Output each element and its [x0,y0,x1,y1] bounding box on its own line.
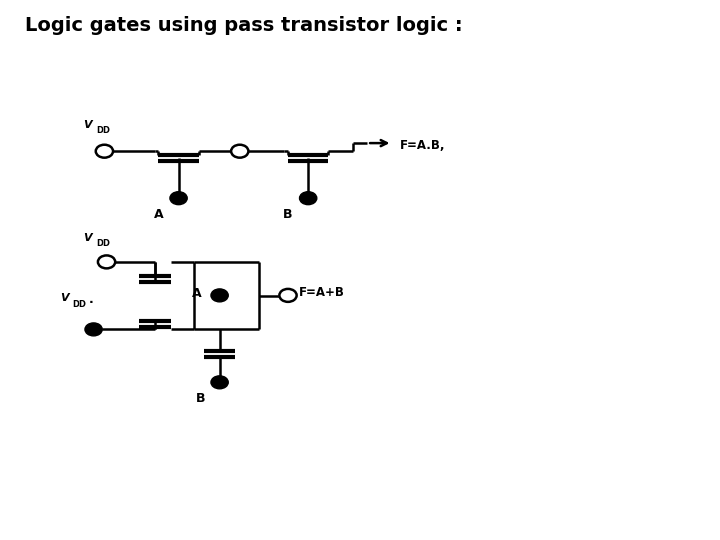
Circle shape [211,289,228,302]
Text: V: V [83,233,91,243]
Text: F=A.B,: F=A.B, [400,139,445,152]
Circle shape [170,192,187,205]
Text: B: B [283,208,293,221]
Circle shape [300,192,317,205]
Circle shape [231,145,248,158]
Text: B: B [195,392,205,404]
Circle shape [98,255,115,268]
Text: DD: DD [73,300,86,309]
Circle shape [85,323,102,336]
Circle shape [211,376,228,389]
Text: Logic gates using pass transistor logic :: Logic gates using pass transistor logic … [25,16,463,35]
Text: V: V [60,293,68,303]
Text: A: A [192,287,202,300]
Circle shape [96,145,113,158]
Text: F=A+B: F=A+B [299,286,345,299]
Text: DD: DD [96,239,109,248]
Text: .: . [89,293,94,306]
Text: A: A [153,208,163,221]
Circle shape [279,289,297,302]
Text: DD: DD [96,126,109,135]
Text: V: V [83,119,91,130]
